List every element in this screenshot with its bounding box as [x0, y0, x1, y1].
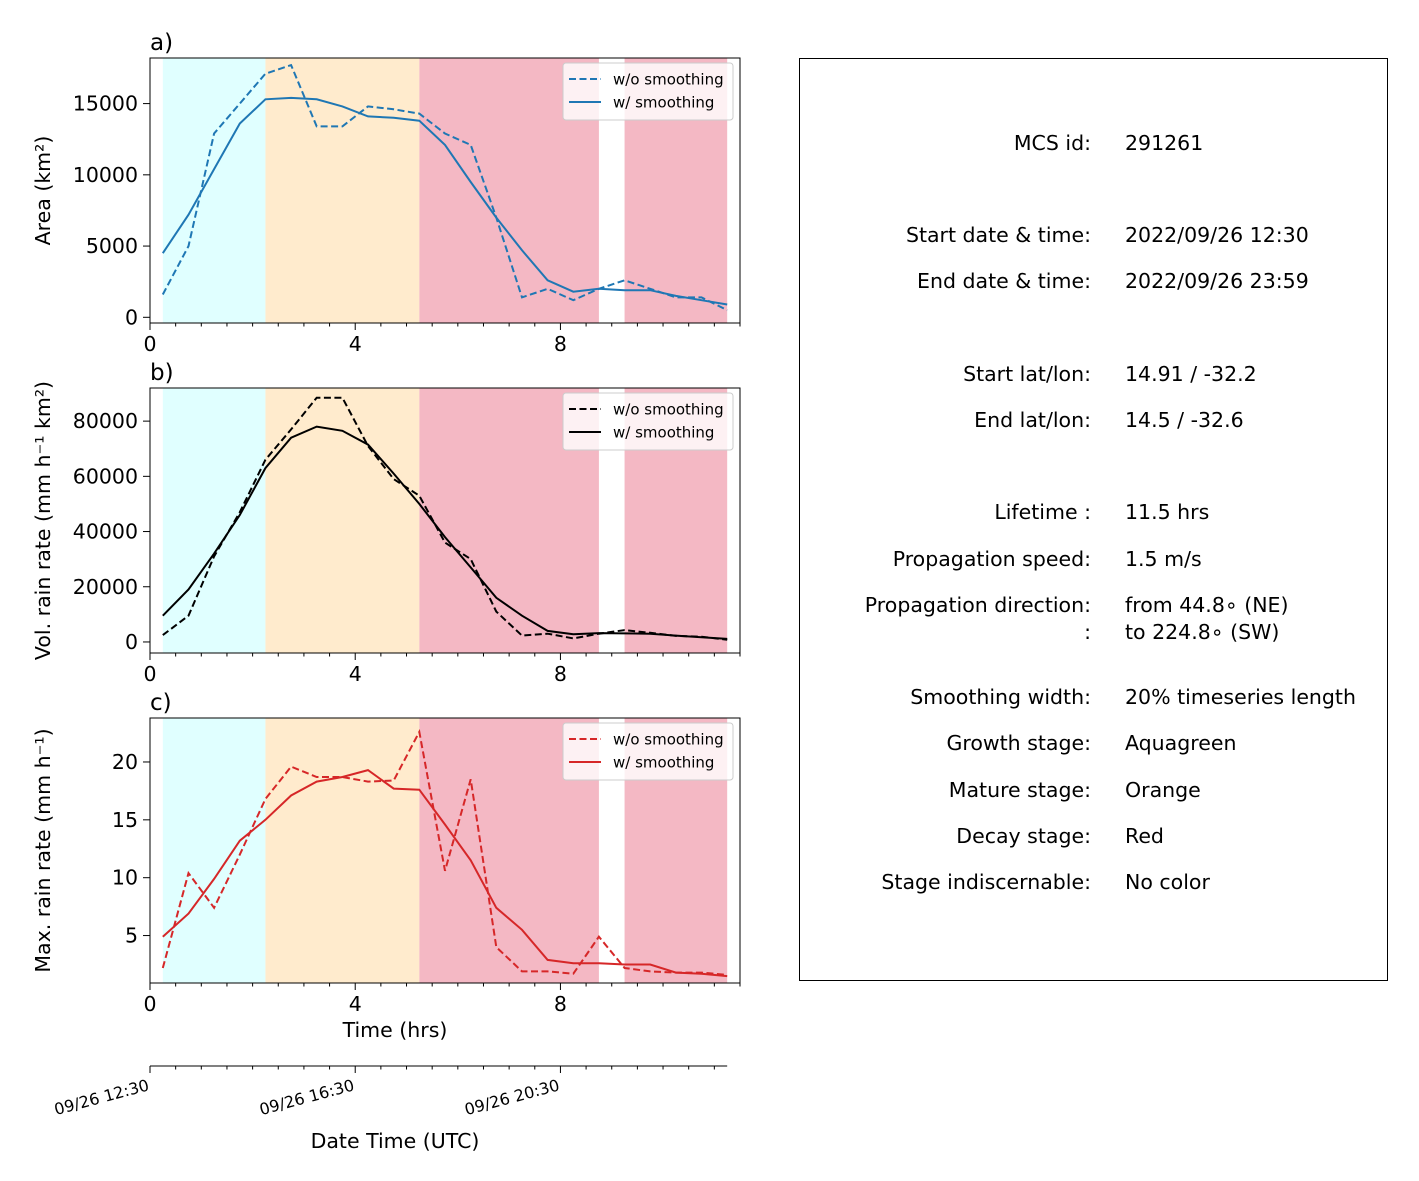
- legend-frame: [562, 392, 734, 451]
- info-label-decay-stage: Decay stage:: [956, 824, 1091, 848]
- legend-entry-label: w/o smoothing: [613, 731, 724, 749]
- info-value-prop-direction-to: to 224.8∘ (SW): [1125, 620, 1280, 644]
- legend: w/o smoothing w/ smoothing: [562, 62, 734, 121]
- series-line-smoothed: [162, 769, 728, 978]
- x-tick-label: 8: [554, 662, 567, 686]
- legend: w/o smoothing w/ smoothing: [562, 392, 734, 451]
- panel-1: 0 4 8 0 5000 10000 15000 Area (km²) a) w/o smooth…: [31, 30, 741, 356]
- info-label-prop-speed: Propagation speed:: [892, 547, 1091, 571]
- series-line-smoothed: [161, 96, 728, 306]
- info-value-end-date: 2022/09/26 23:59: [1125, 269, 1309, 293]
- datetime-tick-label: 09/26 20:30: [463, 1076, 562, 1120]
- y-tick-label: 10000: [73, 163, 138, 187]
- stage-band-growth: [162, 388, 266, 653]
- info-value-mature-stage: Orange: [1125, 778, 1201, 802]
- y-tick-label: 60000: [73, 464, 138, 488]
- series-line-raw: [161, 728, 728, 976]
- panel-2: 0 4 8 0 20000 40000 60000 80000 Vol. rain rate (…: [31, 360, 741, 686]
- y-tick-label: 40000: [73, 520, 138, 544]
- y-tick-label: 15: [112, 808, 138, 832]
- y-tick-label: 15000: [73, 92, 138, 116]
- panel-3: 0 4 8 5 10 15 20 Max. rain rate (mm h⁻¹) c) Time …: [31, 690, 741, 1042]
- legend-entry-label: w/ smoothing: [613, 94, 714, 112]
- info-label-stage-indiscernable: Stage indiscernable:: [881, 870, 1091, 894]
- stage-band-growth: [162, 58, 266, 323]
- y-tick-label: 0: [125, 305, 138, 329]
- info-value-mcs-id: 291261: [1125, 131, 1204, 155]
- legend-entry-label: w/ smoothing: [613, 424, 714, 442]
- y-axis-label: Vol. rain rate (mm h⁻¹ km²): [31, 381, 55, 660]
- x-tick-label: 0: [143, 662, 156, 686]
- legend-frame: [562, 722, 734, 781]
- series-line-raw: [162, 396, 728, 641]
- info-label-prop-direction-to: :: [1084, 620, 1091, 644]
- info-label-growth-stage: Growth stage:: [946, 731, 1091, 755]
- legend-entry-label: w/ smoothing: [613, 754, 714, 772]
- y-tick-label: 80000: [73, 409, 138, 433]
- info-value-growth-stage: Aquagreen: [1125, 731, 1237, 755]
- x-tick-label: 8: [554, 992, 567, 1016]
- x-tick-label: 4: [349, 662, 362, 686]
- info-value-stage-indiscernable: No color: [1125, 870, 1210, 894]
- axes-frame: [149, 57, 741, 324]
- datetime-axis-label: Date Time (UTC): [311, 1129, 480, 1153]
- stage-band-mature: [265, 718, 420, 983]
- legend-entry-label: w/o smoothing: [613, 401, 724, 419]
- y-axis-label: Area (km²): [31, 136, 55, 246]
- info-value-decay-stage: Red: [1125, 824, 1164, 848]
- info-value-prop-direction-from: from 44.8∘ (NE): [1125, 593, 1289, 617]
- info-label-mature-stage: Mature stage:: [948, 778, 1091, 802]
- stage-band-growth: [162, 718, 266, 983]
- info-label-prop-direction: Propagation direction:: [864, 593, 1091, 617]
- x-tick-label: 0: [143, 992, 156, 1016]
- y-tick-label: 20: [112, 750, 138, 774]
- info-value-end-latlon: 14.5 / -32.6: [1125, 408, 1244, 432]
- stage-band-mature: [265, 388, 420, 653]
- datetime-axis: 09/26 12:30 09/26 16:30 09/26 20:30 Date Ti…: [52, 1065, 728, 1153]
- legend: w/o smoothing w/ smoothing: [562, 722, 734, 781]
- stage-band-mature: [265, 58, 420, 323]
- info-value-start-date: 2022/09/26 12:30: [1125, 223, 1309, 247]
- mcs-info-panel: MCS id: 291261 Start date & time: 2022/0…: [799, 58, 1388, 981]
- x-axis-label: Time (hrs): [342, 1018, 448, 1042]
- info-label-lifetime: Lifetime :: [994, 500, 1091, 524]
- series-line-raw: [161, 63, 728, 312]
- panel-label: b): [150, 360, 174, 386]
- info-label-end-date: End date & time:: [917, 269, 1091, 293]
- info-label-mcs-id: MCS id:: [1013, 131, 1091, 155]
- info-value-start-latlon: 14.91 / -32.2: [1125, 362, 1257, 386]
- x-tick-label: 4: [349, 992, 362, 1016]
- info-value-prop-speed: 1.5 m/s: [1125, 547, 1202, 571]
- x-tick-label: 0: [143, 332, 156, 356]
- y-tick-label: 0: [125, 630, 138, 654]
- info-label-end-latlon: End lat/lon:: [974, 408, 1091, 432]
- y-axis-label: Max. rain rate (mm h⁻¹): [31, 728, 55, 972]
- panel-label: c): [150, 690, 172, 716]
- legend-entry-label: w/o smoothing: [613, 71, 724, 89]
- axes-frame: [149, 387, 741, 654]
- axes-frame: [149, 717, 741, 984]
- info-label-start-latlon: Start lat/lon:: [963, 362, 1091, 386]
- panel-label: a): [150, 30, 173, 56]
- datetime-tick-label: 09/26 16:30: [257, 1076, 356, 1120]
- info-value-lifetime: 11.5 hrs: [1125, 500, 1210, 524]
- y-tick-label: 5: [125, 924, 138, 948]
- info-label-start-date: Start date & time:: [905, 223, 1091, 247]
- y-tick-label: 5000: [86, 234, 138, 258]
- info-value-smoothing-width: 20% timeseries length: [1125, 685, 1356, 709]
- info-label-smoothing-width: Smoothing width:: [910, 685, 1091, 709]
- legend-frame: [562, 62, 734, 121]
- x-tick-label: 4: [349, 332, 362, 356]
- x-tick-label: 8: [554, 332, 567, 356]
- series-line-smoothed: [162, 425, 728, 640]
- y-tick-label: 20000: [73, 575, 138, 599]
- y-tick-label: 10: [112, 866, 138, 890]
- datetime-tick-label: 09/26 12:30: [52, 1076, 151, 1120]
